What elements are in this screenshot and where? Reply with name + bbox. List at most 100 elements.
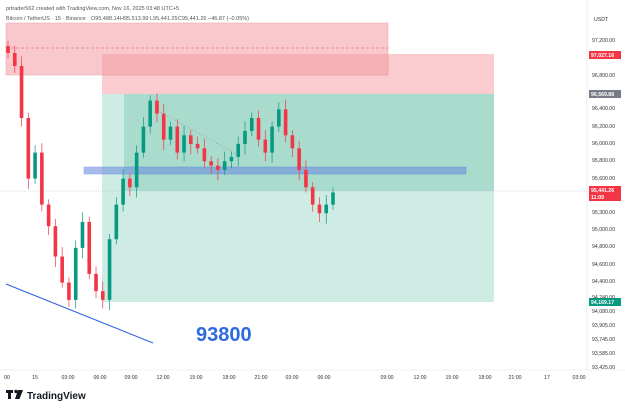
candle-body — [310, 187, 315, 205]
candle-body — [33, 152, 37, 179]
candle-body — [297, 148, 301, 170]
candle-body — [60, 256, 64, 283]
candle-body — [317, 204, 322, 214]
time-tick-label: 15 — [32, 375, 38, 381]
candle-body — [236, 143, 241, 157]
candle-body — [270, 126, 274, 153]
price-tick-label: 96,800.00 — [592, 73, 615, 79]
candle-body — [161, 113, 166, 140]
time-tick-label: 12:00 — [157, 375, 170, 381]
price-tick-label: 93,425.00 — [592, 365, 615, 371]
candle-body — [229, 156, 234, 162]
candle-body — [100, 291, 105, 300]
candle-body — [331, 192, 335, 205]
candle-body — [12, 52, 17, 66]
candle-body — [209, 161, 213, 166]
symbol-title: Bitcoin / TetherUS · 15 · Binance — [6, 16, 86, 22]
time-tick-label: 21:00 — [509, 375, 522, 381]
candle-body — [19, 65, 24, 118]
candle-body — [73, 247, 78, 300]
current-price-label: 95,441.26 — [591, 188, 614, 194]
ohlc-open: O95,488.14 — [91, 16, 120, 22]
price-tick-label: 94,400.00 — [592, 279, 615, 285]
candle-body — [263, 139, 268, 153]
candle-body — [94, 273, 98, 292]
candle-body — [114, 204, 119, 240]
candle-body — [202, 148, 207, 162]
time-tick-label: 17 — [544, 375, 550, 381]
candle-body — [324, 204, 329, 214]
ohlc-close: C95,441.26 — [178, 16, 206, 22]
candle-body — [128, 178, 132, 188]
price-tick-label: 95,300.00 — [592, 210, 615, 216]
ohlc-change: −46.87 (−0.05%) — [208, 16, 249, 22]
candle-body — [141, 126, 146, 153]
candlestick-series — [6, 40, 335, 311]
time-tick-label: 15:00 — [190, 375, 203, 381]
entry-zone[interactable] — [124, 94, 494, 191]
candle-body — [175, 126, 180, 153]
ohlc-high: H95,513.99 — [120, 16, 148, 22]
price-tick-label: 95,800.00 — [592, 158, 615, 164]
price-tick-label: 96,400.00 — [592, 106, 615, 112]
time-tick-label: 03:00 — [573, 375, 586, 381]
candle-body — [304, 169, 308, 188]
time-tick-label: 03:00 — [286, 375, 299, 381]
time-tick-label: 21:00 — [255, 375, 268, 381]
price-tick-label: 94,800.00 — [592, 244, 615, 250]
supply-zone[interactable] — [5, 22, 389, 76]
support-band[interactable] — [83, 166, 467, 175]
candle-body — [6, 46, 10, 53]
candle-body — [222, 161, 227, 170]
time-tick-label: 03:00 — [62, 375, 75, 381]
candle-body — [40, 152, 44, 205]
time-tick-label: 18:00 — [223, 375, 236, 381]
price-axis[interactable]: 97,200.00 96,800.00 96,400.00 96,200.00 96,0… — [592, 38, 615, 371]
symbol-legend[interactable]: Bitcoin / TetherUS · 15 · Binance O95,48… — [6, 16, 249, 22]
tradingview-logo-icon — [6, 389, 23, 399]
time-tick-label: 12:00 — [414, 375, 427, 381]
dashed-trend-line[interactable] — [159, 111, 241, 157]
take-profit-zone[interactable] — [102, 94, 494, 302]
time-tick-label: 00 — [4, 375, 10, 381]
time-tick-label: 09:00 — [381, 375, 394, 381]
price-tick-label: 95,000.00 — [592, 227, 615, 233]
target-price-badge: 94,169.17 — [589, 298, 621, 306]
candle-body — [243, 130, 247, 144]
entry-price-badge: 96,569.88 — [589, 90, 621, 98]
tradingview-logo[interactable]: TradingView — [6, 389, 86, 402]
candle-body — [195, 143, 200, 149]
current-price-badge: 95,441.26 11:09 — [589, 186, 621, 201]
blue-trend-line[interactable] — [5, 283, 154, 344]
target-price-label: 94,169.17 — [591, 300, 614, 306]
price-tick-label: 93,745.00 — [592, 337, 615, 343]
candle-body — [277, 109, 281, 127]
time-tick-label: 06:00 — [94, 375, 107, 381]
time-tick-label: 15:00 — [446, 375, 459, 381]
time-tick-label: 09:00 — [125, 375, 138, 381]
time-axis[interactable]: 00 15 03:00 06:00 09:00 12:00 15:00 18:00 21:00 0… — [4, 375, 585, 381]
candle-body — [216, 165, 220, 170]
candle-body — [134, 152, 139, 188]
candle-body — [80, 221, 85, 248]
brand-name: TradingView — [27, 391, 86, 402]
candle-body — [249, 117, 254, 131]
price-tick-label: 93,905.00 — [592, 323, 615, 329]
ohlc-low: L95,441.25 — [150, 16, 178, 22]
price-tick-label: 94,080.00 — [592, 309, 615, 315]
price-tick-label: 96,200.00 — [592, 124, 615, 130]
price-tick-label: 97,200.00 — [592, 38, 615, 44]
price-tick-label: 95,600.00 — [592, 176, 615, 182]
time-tick-label: 06:00 — [318, 375, 331, 381]
price-axis-currency: USDT — [594, 17, 609, 23]
candle-body — [26, 117, 31, 179]
time-tick-label: 18:00 — [479, 375, 492, 381]
candle-body — [182, 135, 186, 153]
countdown-label: 11:09 — [591, 195, 604, 201]
candle-body — [256, 117, 261, 140]
stop-price-badge: 97,027.16 — [589, 51, 621, 59]
candle-body — [121, 178, 125, 205]
price-annotation-text[interactable]: 93800 — [196, 324, 252, 346]
